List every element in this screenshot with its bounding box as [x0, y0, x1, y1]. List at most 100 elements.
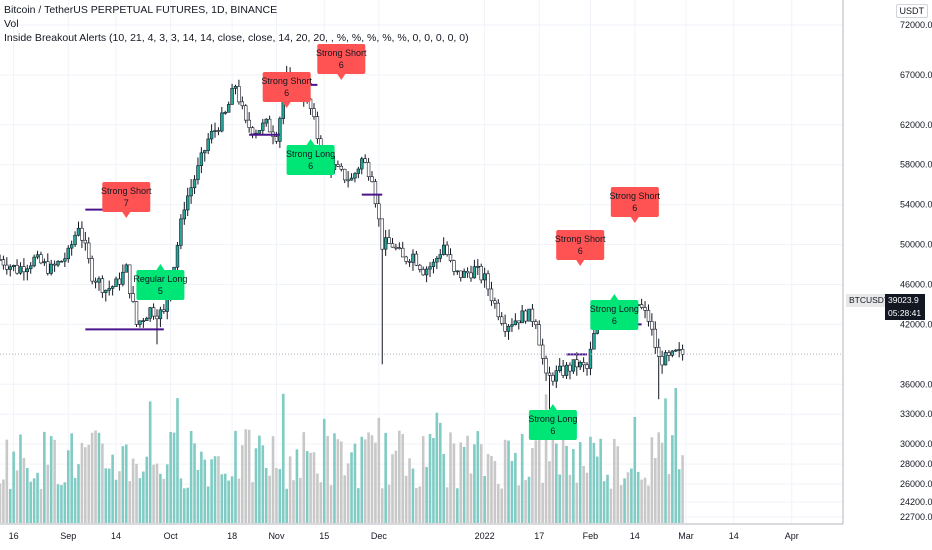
- candle-body: [551, 374, 555, 382]
- volume-bar: [353, 443, 357, 523]
- candle-body: [158, 309, 163, 320]
- candle-body: [237, 86, 241, 103]
- signal-label-text: Strong Long: [590, 304, 639, 314]
- candle-body: [650, 321, 654, 330]
- signal-label-box: [136, 270, 185, 300]
- price-tick-label: 54000.0: [900, 200, 932, 210]
- volume-bar: [531, 448, 534, 523]
- volume-bar: [264, 467, 268, 523]
- time-tick-label: 17: [534, 531, 544, 541]
- candle-body: [240, 101, 245, 107]
- candle-body: [390, 243, 395, 248]
- volume-bar: [251, 482, 254, 523]
- volume-bar: [520, 433, 524, 523]
- signal-label-text: Strong Short: [555, 234, 606, 244]
- candle-body: [500, 316, 504, 324]
- volume-bar: [384, 432, 387, 523]
- candle-body: [349, 177, 354, 181]
- volume-bar: [84, 447, 87, 523]
- signal-label-count: 6: [308, 161, 313, 171]
- volume-bar: [592, 442, 596, 523]
- candle-body: [100, 278, 105, 293]
- volume-bar: [206, 486, 210, 523]
- volume-indicator-label[interactable]: Vol: [4, 18, 19, 30]
- signal-label-box: [610, 187, 659, 217]
- candle-body: [353, 173, 357, 179]
- volume-bar: [70, 433, 73, 523]
- volume-bar: [292, 480, 295, 523]
- candle-body: [117, 278, 122, 285]
- time-tick-label: 16: [9, 531, 19, 541]
- candle-body: [199, 152, 204, 166]
- volume-bar: [360, 436, 364, 523]
- candle-body: [52, 263, 57, 266]
- volume-bar: [483, 476, 486, 523]
- candle-body: [401, 247, 405, 258]
- candle-body: [523, 310, 528, 322]
- candle-body: [216, 130, 221, 132]
- candle-body: [404, 256, 408, 262]
- currency-selector[interactable]: USDT: [895, 4, 928, 18]
- volume-bar: [432, 437, 435, 523]
- candle-body: [336, 164, 340, 167]
- candle-body: [510, 324, 514, 327]
- volume-bar: [370, 435, 374, 523]
- signal-label-text: Regular Long: [133, 274, 187, 284]
- volume-bar: [176, 398, 179, 523]
- volume-bar: [428, 434, 432, 523]
- volume-bar: [616, 446, 620, 523]
- volume-bar: [421, 436, 425, 523]
- candle-body: [517, 320, 521, 324]
- volume-bar: [486, 453, 490, 523]
- volume-bar: [56, 484, 60, 523]
- time-tick-label: Feb: [583, 531, 599, 541]
- candle-body: [667, 352, 671, 356]
- candle-body: [220, 112, 224, 132]
- signal-label-box: [286, 145, 335, 175]
- volume-bar: [322, 418, 326, 523]
- candle-body: [534, 321, 538, 326]
- volume-bar: [466, 435, 469, 523]
- candle-body: [148, 307, 152, 319]
- signal-label-box: [556, 230, 605, 260]
- candle-body: [121, 271, 125, 285]
- candle-body: [448, 254, 453, 261]
- volume-bar: [667, 474, 671, 523]
- volume-bar: [500, 488, 504, 523]
- volume-bar: [456, 488, 459, 523]
- candle-body: [547, 372, 552, 376]
- candle-body: [418, 264, 422, 270]
- candle-body: [561, 365, 565, 376]
- candle-body: [39, 254, 43, 264]
- candle-body: [134, 301, 139, 325]
- candle-body: [670, 350, 675, 356]
- volume-bar: [101, 443, 104, 523]
- candle-body: [155, 315, 159, 320]
- candle-body: [489, 288, 494, 302]
- time-tick-label: Oct: [164, 531, 179, 541]
- volume-bar: [319, 482, 323, 523]
- volume-bar: [329, 485, 333, 523]
- indicator-label[interactable]: Inside Breakout Alerts (10, 21, 4, 3, 3,…: [4, 32, 469, 44]
- volume-bar: [339, 441, 343, 523]
- candle-body: [571, 359, 576, 372]
- candle-body: [356, 168, 361, 174]
- volume-bar: [162, 478, 166, 523]
- volume-bar: [681, 455, 684, 523]
- signal-label-count: 6: [632, 203, 637, 213]
- volume-bar: [609, 488, 613, 523]
- candle-body: [162, 309, 166, 312]
- volume-bar: [111, 454, 114, 523]
- volume-bar: [237, 478, 241, 523]
- volume-bar: [22, 457, 26, 523]
- candle-body: [196, 165, 200, 180]
- candle-body: [452, 260, 456, 272]
- volume-bar: [312, 452, 316, 523]
- candle-body: [63, 258, 67, 262]
- volume-bar: [558, 474, 562, 523]
- signal-label-text: Strong Short: [610, 191, 661, 201]
- candle-body: [472, 266, 477, 279]
- volume-bar: [131, 458, 135, 523]
- volume-bar: [244, 429, 248, 523]
